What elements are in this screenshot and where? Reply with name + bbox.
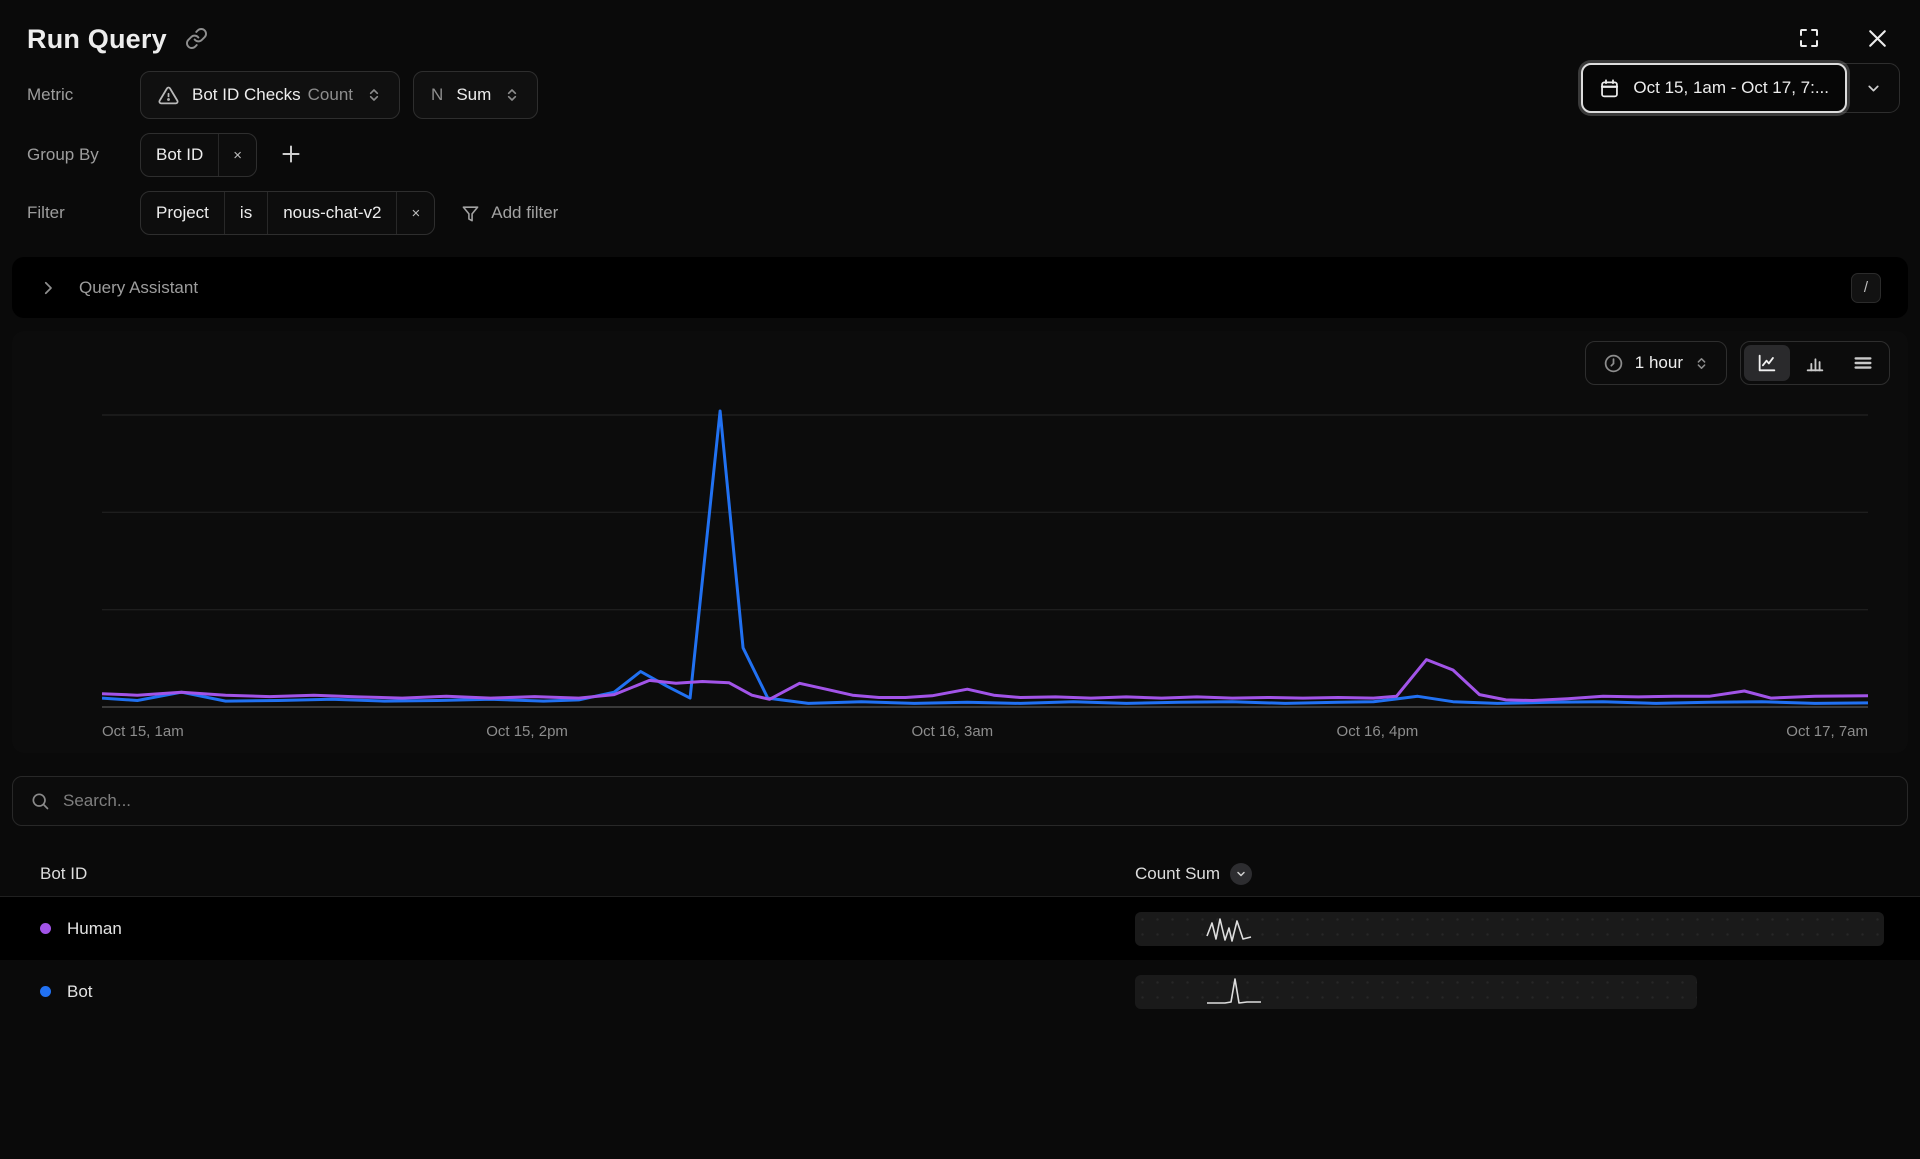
series-line-bot	[102, 411, 1868, 703]
filter-chip: Project is nous-chat-v2 ×	[140, 191, 436, 235]
add-group-by-button[interactable]	[278, 141, 304, 170]
x-axis-labels: Oct 15, 1am Oct 15, 2pm Oct 16, 3am Oct 16,…	[102, 715, 1868, 749]
copy-link-button[interactable]	[185, 27, 208, 53]
metric-select[interactable]: Bot ID Checks Count	[140, 71, 401, 119]
chevron-down-icon	[1235, 868, 1247, 880]
metric-suffix: Count	[307, 85, 354, 104]
search-icon	[30, 791, 50, 811]
chevron-up-down-icon	[1694, 356, 1709, 371]
chart-toolbar: 1 hour	[30, 341, 1890, 385]
value-bar	[1135, 911, 1884, 946]
x-tick-label: Oct 15, 2pm	[486, 723, 568, 740]
group-by-chip: Bot ID ×	[140, 133, 258, 177]
slash-shortcut-badge: /	[1851, 272, 1881, 303]
view-toggle-group	[1740, 341, 1890, 385]
fullscreen-button[interactable]	[1797, 26, 1821, 53]
table-header: Bot ID Count Sum	[0, 852, 1920, 896]
date-range-dropdown-button[interactable]	[1847, 64, 1899, 112]
timeseries-chart[interactable]	[102, 387, 1868, 711]
sparkline	[1206, 917, 1252, 942]
table-view-toggle[interactable]	[1840, 345, 1886, 381]
add-filter-button[interactable]: Add filter	[461, 203, 558, 223]
search-input[interactable]	[63, 791, 1890, 811]
metric-label: Metric	[27, 85, 74, 104]
row-label: Bot	[67, 981, 93, 1001]
group-column-header: Bot ID	[40, 864, 88, 883]
date-range-group: Oct 15, 1am - Oct 17, 7:...	[1581, 63, 1900, 113]
numeric-type-badge: N	[431, 85, 444, 104]
chart-panel: 1 hour Oct 15, 1	[12, 331, 1908, 753]
clock-icon	[1603, 353, 1624, 374]
fullscreen-icon	[1797, 26, 1821, 50]
sparkline	[1207, 977, 1261, 1004]
group-by-chip-value[interactable]: Bot ID	[141, 134, 220, 176]
add-filter-label: Add filter	[491, 203, 559, 222]
date-range-value: Oct 15, 1am - Oct 17, 7:...	[1633, 78, 1829, 97]
x-tick-label: Oct 16, 3am	[911, 723, 994, 740]
close-button[interactable]	[1865, 26, 1890, 54]
value-column-label: Count Sum	[1135, 864, 1221, 883]
chevron-up-down-icon	[366, 87, 382, 103]
value-bar	[1135, 974, 1697, 1009]
close-icon	[1865, 26, 1890, 51]
aggregation-select[interactable]: N Sum	[413, 71, 539, 119]
bar-chart-icon	[1804, 352, 1826, 374]
series-color-dot	[40, 986, 51, 997]
link-icon	[185, 27, 208, 50]
filter-label: Filter	[27, 203, 65, 222]
table-row[interactable]: Human	[0, 897, 1920, 960]
table-body: Human Bot	[0, 896, 1920, 1023]
chevron-up-down-icon	[504, 87, 520, 103]
bar-view-toggle[interactable]	[1792, 345, 1838, 381]
sort-direction-badge[interactable]	[1230, 863, 1253, 885]
modal-header: Run Query	[0, 0, 1920, 61]
group-by-chip-remove[interactable]: ×	[233, 146, 243, 164]
line-view-toggle[interactable]	[1744, 345, 1790, 381]
chevron-right-icon	[39, 279, 57, 297]
aggregation-value: Sum	[456, 85, 492, 104]
filter-field[interactable]: Project	[141, 192, 225, 234]
query-assistant-label: Query Assistant	[79, 277, 199, 297]
x-tick-label: Oct 15, 1am	[102, 723, 184, 740]
filter-operator[interactable]: is	[225, 192, 269, 234]
group-by-row: Group By Bot ID ×	[27, 133, 1892, 177]
results-table: Bot ID Count Sum Human Bot	[0, 852, 1920, 1023]
interval-select[interactable]: 1 hour	[1584, 341, 1727, 385]
chevron-down-icon	[1865, 80, 1882, 97]
series-color-dot	[40, 923, 51, 934]
value-column-header[interactable]: Count Sum	[1135, 863, 1884, 885]
metric-row: Metric Bot ID Checks Count N Sum Oct	[27, 63, 1900, 119]
interval-value: 1 hour	[1634, 353, 1683, 372]
plus-icon	[278, 141, 304, 167]
rows-list-icon	[1852, 352, 1874, 374]
x-tick-label: Oct 17, 7am	[1786, 723, 1868, 740]
line-chart-icon	[1756, 352, 1778, 374]
group-by-label: Group By	[27, 145, 99, 164]
funnel-icon	[461, 204, 480, 223]
filter-row: Filter Project is nous-chat-v2 × Add fil…	[27, 191, 1892, 235]
query-assistant-toggle[interactable]: Query Assistant /	[12, 257, 1908, 318]
page-title: Run Query	[27, 24, 167, 54]
query-builder: Metric Bot ID Checks Count N Sum Oct	[0, 61, 1920, 235]
filter-value[interactable]: nous-chat-v2	[268, 192, 398, 234]
filter-chip-remove[interactable]: ×	[411, 204, 421, 222]
table-row[interactable]: Bot	[0, 960, 1920, 1023]
metric-name: Bot ID Checks	[192, 85, 301, 104]
date-range-input[interactable]: Oct 15, 1am - Oct 17, 7:...	[1581, 63, 1847, 113]
warning-icon	[158, 85, 179, 106]
calendar-icon	[1599, 78, 1620, 99]
timeseries-svg	[102, 387, 1868, 711]
series-line-human	[102, 660, 1868, 701]
x-tick-label: Oct 16, 4pm	[1336, 723, 1419, 740]
row-label: Human	[67, 918, 122, 938]
search-bar	[12, 776, 1908, 826]
